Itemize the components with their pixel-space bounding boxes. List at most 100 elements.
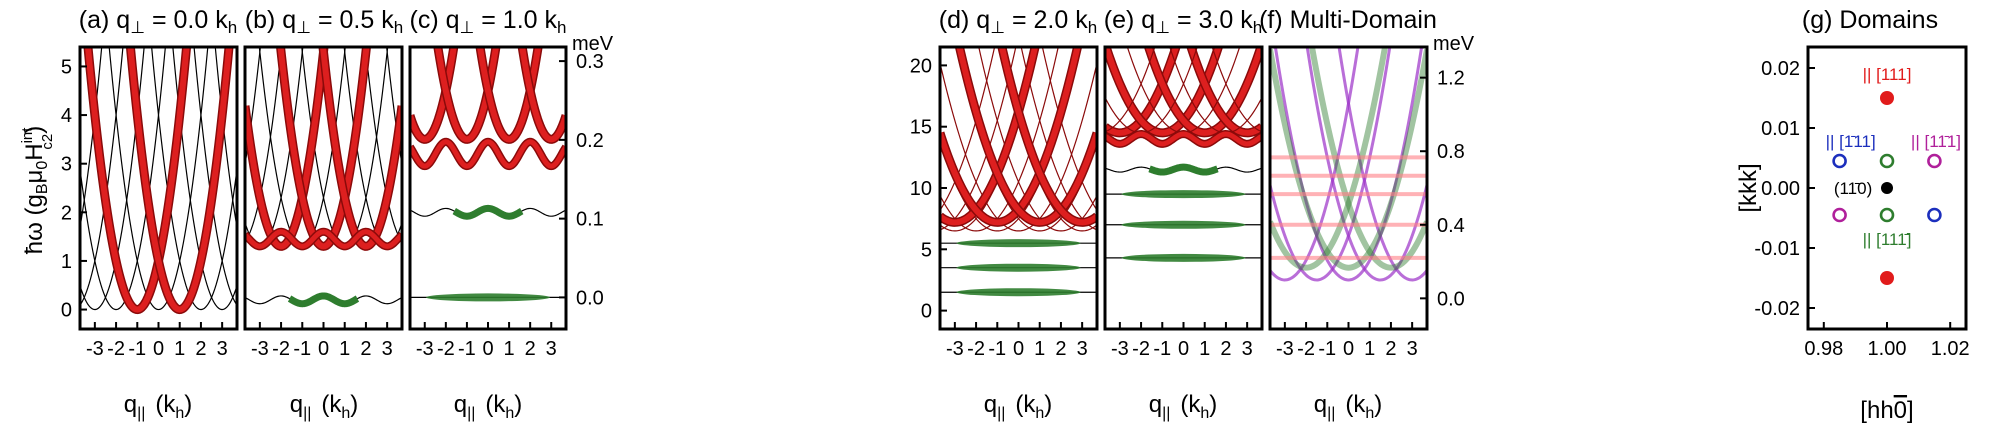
x-axis-label-d: q|| (kh) xyxy=(984,391,1053,422)
panel-d-xtick-label-3: 0 xyxy=(1013,338,1024,360)
panel-g-annotation-0: || [111] xyxy=(1863,65,1912,84)
panel-a-xtick-label-4: 1 xyxy=(174,338,185,360)
panel-g-xtick-label-0: 0.98 xyxy=(1804,338,1843,360)
panel-a-ytick-label-2: 2 xyxy=(61,202,72,224)
panel-b-plot xyxy=(245,47,402,308)
panel-a-xtick-label-1: -2 xyxy=(107,338,125,360)
panel-g-ytick-label-3: 0.01 xyxy=(1761,118,1800,140)
panel-e-series-1-curve-3 xyxy=(1169,47,1262,134)
panel-d-frame xyxy=(938,45,1099,331)
panel-f-plot xyxy=(1270,47,1427,282)
panel-d-title: (d) q⊥ = 2.0 kh xyxy=(939,6,1097,37)
panel-g-annotation-1: || [1̄11] xyxy=(1826,132,1876,151)
panel-a-ytick-label-4: 4 xyxy=(61,105,72,127)
panel-b-xtick-label-2: -1 xyxy=(293,338,311,360)
panel-e-series-3-band xyxy=(1148,163,1219,176)
panel-a-title: (a) q⊥ = 0.0 kh xyxy=(79,6,237,37)
panel-f-mev-unit: meV xyxy=(1433,33,1475,55)
panel-g-annotation-4: || [111̄] xyxy=(1863,230,1912,249)
panel-e-xtick-label-5: 2 xyxy=(1220,338,1231,360)
panel-d-xtick-label-6: 3 xyxy=(1077,338,1088,360)
panel-e-series-5-band xyxy=(1121,220,1246,229)
panel-e-xtick-label-3: 0 xyxy=(1178,338,1189,360)
panel-f-rtick-label-1: 0.4 xyxy=(1437,215,1465,237)
panel-c-xtick-label-2: -1 xyxy=(458,338,476,360)
panel-d-series-0-curve-5 xyxy=(940,62,1097,232)
panel-e-xtick-label-4: 1 xyxy=(1199,338,1210,360)
x-axis-label-f: q|| (kh) xyxy=(1314,391,1383,422)
panel-a-frame xyxy=(78,45,239,331)
panel-g-ytick-label-4: 0.02 xyxy=(1761,58,1800,80)
panel-b-series-2-band xyxy=(245,229,402,249)
panel-g-ytick-label-1: -0.01 xyxy=(1754,238,1800,260)
panel-a-xtick-label-6: 3 xyxy=(217,338,228,360)
panel-a-xtick-label-5: 2 xyxy=(195,338,206,360)
panel-c-title: (c) q⊥ = 1.0 kh xyxy=(410,6,567,37)
panel-a-ytick-label-0: 0 xyxy=(61,300,72,322)
x-axis-label-a: q|| (kh) xyxy=(124,391,193,422)
panel-b-xtick-label-0: -3 xyxy=(251,338,269,360)
panel-e-series-4-band xyxy=(1121,190,1246,199)
panel-c-xtick-label-6: 3 xyxy=(546,338,557,360)
panel-f-xtick-label-6: 3 xyxy=(1407,338,1418,360)
panel-d-series-2-band xyxy=(956,239,1081,248)
panel-d-xtick-label-4: 1 xyxy=(1034,338,1045,360)
panel-a-series-0-curve-3 xyxy=(80,47,145,311)
panel-c-series-3-band xyxy=(426,293,550,302)
x-axis-label-b: q|| (kh) xyxy=(290,391,359,422)
panel-b-series-1-band-1 xyxy=(277,47,370,250)
panel-d-series-3-band xyxy=(956,263,1081,272)
panel-b-xtick-label-1: -2 xyxy=(272,338,290,360)
panel-b-xtick-label-6: 3 xyxy=(382,338,393,360)
panel-d-ytick-label-3: 15 xyxy=(910,117,932,139)
panel-a-series-0-curve-8 xyxy=(151,47,237,311)
panel-f-series-1-curve-1 xyxy=(1270,48,1427,271)
panel-e-series-0-band-3 xyxy=(1187,47,1262,136)
panel-a-series-0-curve-9 xyxy=(172,47,237,311)
panel-b-series-0-curve-6 xyxy=(301,47,389,247)
panel-b-series-0-curve-1 xyxy=(245,47,283,243)
panel-a-xtick-label-2: -1 xyxy=(128,338,146,360)
panel-a-series-0-curve-6 xyxy=(108,47,209,311)
panel-f-title: (f) Multi-Domain xyxy=(1259,6,1437,34)
panel-a-ytick-label-1: 1 xyxy=(61,251,72,273)
panel-f-xtick-label-0: -3 xyxy=(1276,338,1294,360)
panel-c-xtick-label-5: 2 xyxy=(525,338,536,360)
panel-a-xtick-label-0: -3 xyxy=(86,338,104,360)
panel-f-xtick-label-4: 1 xyxy=(1364,338,1375,360)
panel-a-series-1-band-1 xyxy=(127,47,233,313)
panel-f-series-1-curve-2 xyxy=(1308,47,1427,271)
panel-e-series-6-band xyxy=(1121,253,1246,262)
panel-f-series-0-curve-3 xyxy=(1305,47,1427,282)
panel-b-title: (b) q⊥ = 0.5 kh xyxy=(245,6,403,37)
panel-e-xtick-label-0: -3 xyxy=(1111,338,1129,360)
panel-g-point-3 xyxy=(1832,153,1847,169)
panel-e-title: (e) q⊥ = 3.0 kh xyxy=(1104,6,1262,37)
panel-g-xtick-label-2: 1.02 xyxy=(1931,338,1970,360)
panel-b-frame xyxy=(243,45,404,331)
panel-g-point-2 xyxy=(1881,182,1893,194)
panel-g-point-5 xyxy=(1927,153,1942,169)
panel-d-xtick-label-0: -3 xyxy=(946,338,964,360)
panel-g-ylabel: [kkk] xyxy=(1735,163,1762,212)
panel-e-series-1-curve-0 xyxy=(1105,47,1156,133)
panel-c-series-0-band-3 xyxy=(519,47,566,143)
panel-f-xtick-label-3: 0 xyxy=(1343,338,1354,360)
panel-d-ytick-label-2: 10 xyxy=(910,178,932,200)
panel-d-xtick-label-2: -1 xyxy=(988,338,1006,360)
panel-f-xtick-label-2: -1 xyxy=(1318,338,1336,360)
panel-d-plot xyxy=(940,47,1097,297)
panel-c-xtick-label-0: -3 xyxy=(416,338,434,360)
panel-g-annotation-2: || [11̄1] xyxy=(1911,132,1961,151)
panel-c-xtick-label-4: 1 xyxy=(504,338,515,360)
panel-c-series-0-band-2 xyxy=(476,47,542,143)
panel-g-point-7 xyxy=(1879,207,1895,223)
panel-f-series-0-curve-2 xyxy=(1273,47,1424,282)
panel-e-xtick-label-1: -2 xyxy=(1132,338,1150,360)
panel-d-ytick-label-4: 20 xyxy=(910,55,932,77)
panel-g-annotation-3: (11̄0) xyxy=(1834,179,1872,198)
panel-g-point-0 xyxy=(1880,91,1894,105)
panel-d-xtick-label-5: 2 xyxy=(1055,338,1066,360)
panel-d-ytick-label-0: 0 xyxy=(921,301,932,323)
